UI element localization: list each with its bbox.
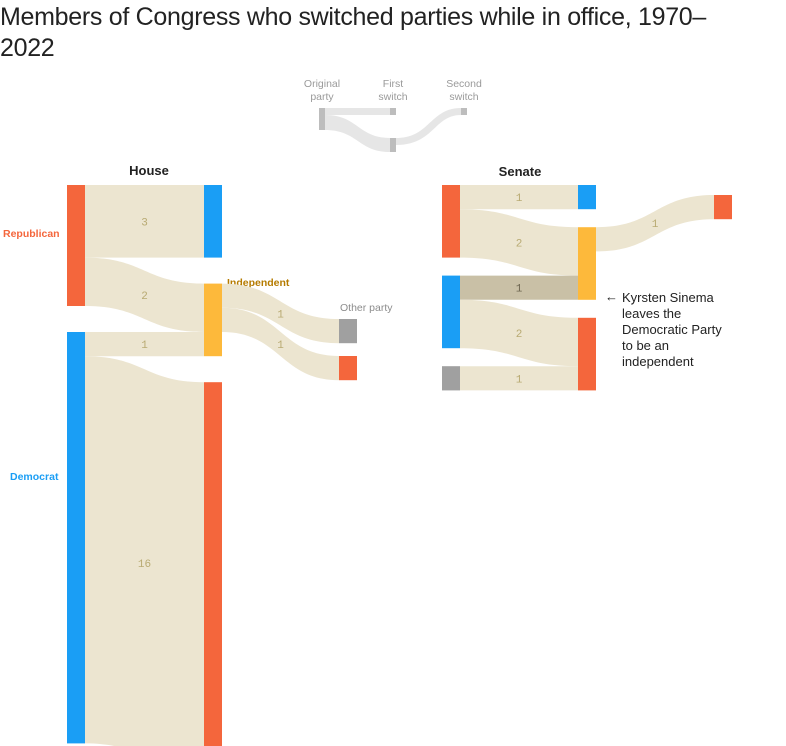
label-other-party: Other party [340,302,393,314]
senate-flow-democrat-to-independent [460,275,578,300]
senate-flow-republican-to-independent [460,209,578,276]
annotation-line5: independent [622,354,694,369]
senate-flow-republican-to-independent-value: 2 [516,238,523,250]
house-flow-republican-to-independent-value: 2 [141,291,148,303]
sinema-annotation: ← Kyrsten Sinema leaves the Democratic P… [605,289,722,369]
senate-flow-democrat-to-independent-value: 1 [516,284,523,296]
house-flow-republican-to-democrat [85,185,204,258]
senate-flow-other-party-to-republican [460,366,578,391]
senate-title: Senate [499,164,542,179]
senate-flow-democrat-to-republican [460,299,578,367]
legend-first-line2: switch [378,91,407,103]
legend-second-line2: switch [449,91,478,103]
annotation-line1: Kyrsten Sinema [622,290,715,305]
legend-node-original [319,108,325,130]
senate-node-first-democrat [578,185,596,210]
house-node-original-republican [67,185,85,306]
label-democrat: Democrat [10,471,59,483]
legend-node-second [461,108,467,115]
house-node-second-other-party [339,319,357,344]
senate-node-second-republican [714,195,732,220]
senate-flow-other-party-to-republican-value: 1 [516,374,523,386]
house-flow-democrat-to-independent-value: 1 [141,340,148,352]
legend-flow-down [325,115,390,152]
house-node-first-republican [204,382,222,746]
legend-first-line1: First [383,78,403,90]
legend-node-first-top [390,108,396,115]
house-title: House [129,163,169,178]
senate-flow-second-independent-to-republican [596,195,714,252]
legend-flow-straight [325,108,390,115]
legend-original-line1: Original [304,78,340,90]
annotation-line4: to be an [622,338,669,353]
house-flow-republican-to-democrat-value: 3 [141,217,148,229]
annotation-line3: Democratic Party [622,322,722,337]
house-flow-second-independent-to-other-party-value: 1 [277,309,284,321]
house-node-second-republican [339,356,357,381]
legend-flow-second [396,108,461,145]
house-node-original-democrat [67,332,85,744]
legend-original-line2: party [310,91,334,103]
legend: Original party First switch Second switc… [304,78,482,152]
senate-flow-republican-to-democrat-value: 1 [516,193,523,205]
label-republican: Republican [3,228,60,240]
senate-node-first-independent [578,227,596,300]
house-flow-democrat-to-republican-value: 16 [138,559,151,571]
senate-flow-democrat-to-republican-value: 2 [516,329,523,341]
house-flow-second-independent-to-republican-value: 1 [277,340,284,352]
senate-node-original-republican [442,185,460,258]
house-flow-democrat-to-republican [85,356,204,746]
chart-title: Members of Congress who switched parties… [0,3,707,62]
house-node-first-independent [204,283,222,357]
senate-flow-republican-to-democrat [460,185,578,210]
senate-flow-second-independent-to-republican-value: 1 [652,219,659,231]
house-flow-second-independent-to-other-party [222,283,339,344]
annotation-line2: leaves the [622,306,681,321]
senate-node-first-republican [578,317,596,391]
senate-node-original-other-party [442,366,460,391]
annotation-arrow: ← [605,289,618,304]
house-flow-republican-to-independent [85,257,204,332]
legend-node-first-bottom [390,138,396,152]
house-flow-second-independent-to-republican [222,307,339,381]
legend-second-line1: Second [446,78,482,90]
house-flow-democrat-to-independent [85,332,204,357]
house-node-first-democrat [204,185,222,258]
senate-node-original-democrat [442,275,460,349]
